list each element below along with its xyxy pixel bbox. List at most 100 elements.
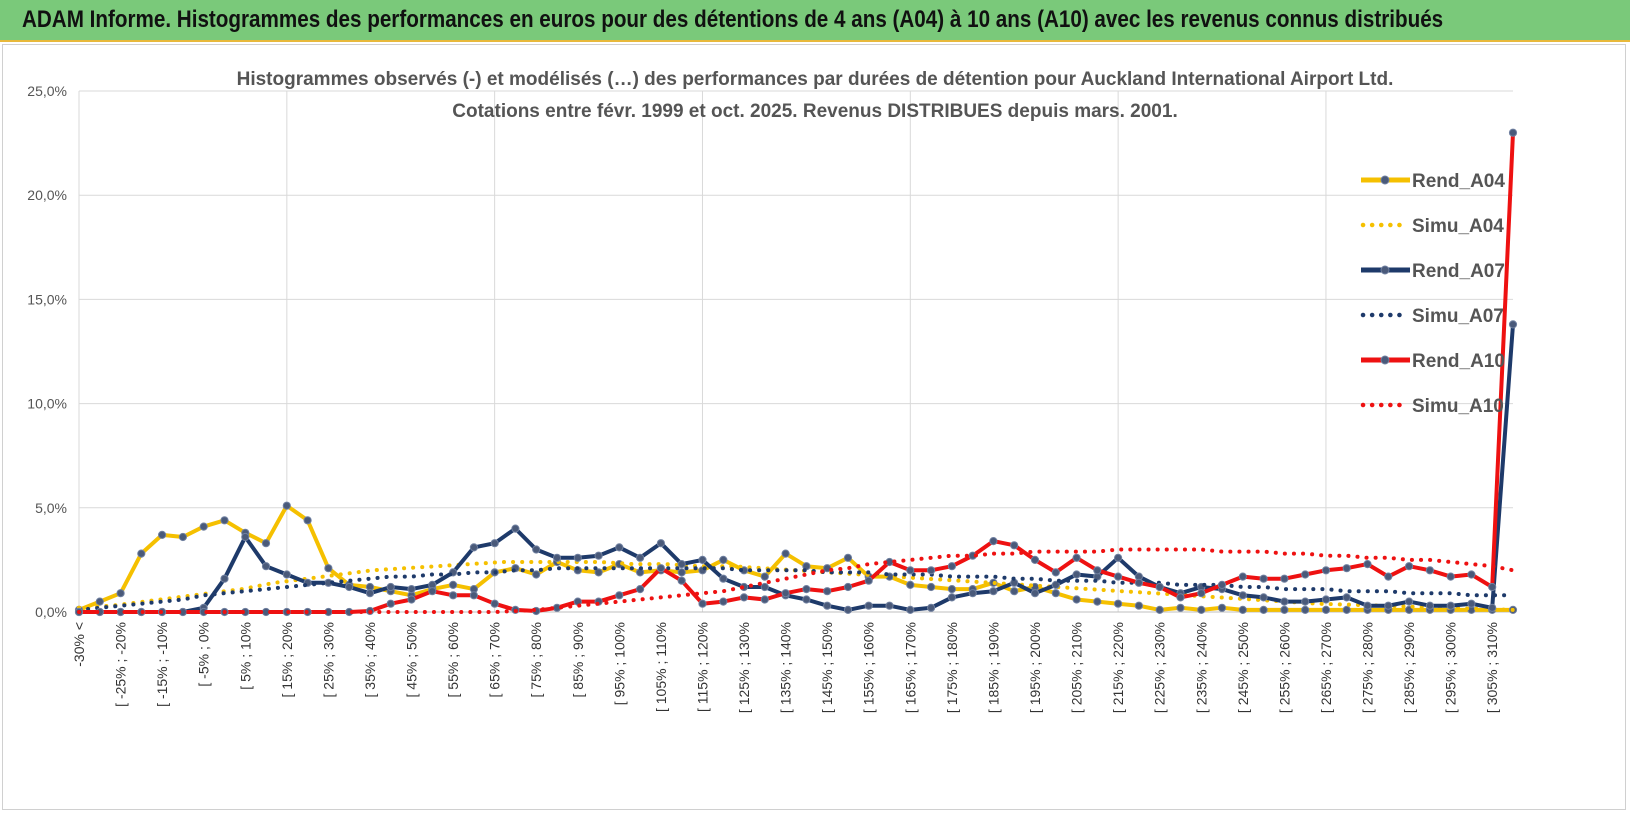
- series-line: [77, 566, 1515, 612]
- legend-item: Simu_A10: [1360, 396, 1504, 417]
- data-point: [1072, 570, 1081, 579]
- data-point: [636, 585, 645, 594]
- data-point: [906, 566, 915, 575]
- data-point: [1321, 566, 1331, 575]
- x-tick-label: [ 45% ; 50%: [404, 622, 420, 698]
- data-point: [1259, 574, 1268, 583]
- legend-label: Simu_A10: [1412, 396, 1504, 417]
- x-tick-label: [ 15% ; 20%: [279, 622, 295, 698]
- legend-item: Rend_A10: [1361, 351, 1505, 372]
- data-point: [365, 589, 375, 598]
- data-point: [1259, 593, 1268, 602]
- series-line: [79, 324, 1515, 614]
- x-tick-label: [ 105% ; 110%: [653, 622, 669, 712]
- data-point: [989, 537, 998, 546]
- data-point: [407, 595, 416, 604]
- data-point: [1010, 541, 1019, 550]
- data-point: [989, 587, 998, 596]
- data-point: [781, 589, 790, 598]
- data-point: [947, 593, 957, 602]
- data-point: [1072, 595, 1081, 604]
- data-point: [1405, 605, 1414, 615]
- data-point: [1176, 603, 1185, 612]
- data-point: [1093, 566, 1102, 575]
- x-tick-label: [ 95% ; 100%: [611, 622, 627, 705]
- series-line: [78, 503, 1513, 612]
- data-point: [615, 591, 624, 600]
- data-point: [719, 597, 728, 606]
- legend-item: Simu_A04: [1360, 216, 1504, 237]
- data-point: [1488, 603, 1497, 612]
- data-point: [1093, 597, 1102, 606]
- y-tick-label: 25,0%: [27, 83, 67, 99]
- data-point: [906, 605, 915, 615]
- legend-marker: [1380, 175, 1390, 185]
- data-point: [469, 591, 478, 600]
- data-point: [1467, 599, 1476, 608]
- data-point: [927, 566, 936, 575]
- series-line: [79, 132, 1515, 614]
- data-point: [490, 539, 499, 548]
- data-point: [261, 539, 271, 548]
- x-tick-label: [ 35% ; 40%: [362, 622, 378, 698]
- data-point: [1321, 605, 1331, 615]
- data-point: [698, 555, 707, 565]
- data-point: [324, 564, 333, 573]
- x-tick-label: [ 155% ; 160%: [861, 622, 877, 713]
- data-point: [760, 595, 769, 604]
- data-point: [1238, 605, 1247, 615]
- data-point: [615, 543, 624, 552]
- data-point: [1259, 605, 1268, 615]
- data-point: [532, 570, 541, 579]
- data-point: [1155, 582, 1164, 592]
- legend-label: Simu_A07: [1412, 306, 1504, 327]
- x-tick-label: [ 235% ; 240%: [1193, 622, 1209, 713]
- y-tick-label: 10,0%: [27, 396, 67, 412]
- data-point: [1425, 601, 1435, 610]
- data-point: [282, 570, 291, 579]
- data-point: [1363, 560, 1372, 569]
- data-point: [1384, 572, 1393, 581]
- data-point: [823, 587, 832, 596]
- data-point: [1508, 128, 1518, 137]
- data-point: [1051, 589, 1060, 598]
- data-point: [677, 560, 686, 569]
- data-point: [1301, 597, 1310, 606]
- data-point: [1155, 605, 1164, 615]
- data-point: [407, 585, 416, 594]
- x-tick-label: [ 285% ; 290%: [1401, 622, 1417, 713]
- data-point: [1010, 587, 1019, 596]
- x-tick-label: [ 175% ; 180%: [944, 622, 960, 713]
- x-tick-label: [ 85% ; 90%: [570, 622, 586, 698]
- data-point: [739, 593, 749, 602]
- data-point: [532, 545, 541, 554]
- data-point: [927, 582, 936, 592]
- y-tick-label: 0,0%: [35, 604, 67, 620]
- x-tick-label: [ 245% ; 250%: [1235, 622, 1251, 713]
- data-point: [968, 589, 977, 598]
- data-point: [843, 553, 853, 562]
- data-point: [1197, 589, 1206, 598]
- data-point: [927, 603, 936, 612]
- x-tick-label: [ 25% ; 30%: [320, 622, 336, 698]
- data-point: [1114, 553, 1123, 562]
- grid-lines: [78, 90, 1513, 613]
- y-tick-label: 5,0%: [35, 500, 67, 516]
- series-simu-a07: [77, 566, 1515, 612]
- data-point: [1342, 605, 1351, 615]
- data-point: [1363, 601, 1372, 610]
- data-point: [1197, 605, 1206, 615]
- legend-marker: [1380, 355, 1390, 365]
- data-point: [1176, 593, 1185, 602]
- data-point: [947, 562, 957, 571]
- data-point: [1238, 591, 1247, 600]
- chart-frame: [2, 44, 1626, 810]
- data-point: [386, 582, 395, 592]
- data-point: [843, 605, 853, 615]
- x-tick-label: [ 225% ; 230%: [1152, 622, 1168, 713]
- data-point: [1446, 572, 1455, 581]
- report-banner: ADAM Informe. Histogrammes des performan…: [0, 0, 1630, 42]
- report-banner-title: ADAM Informe. Histogrammes des performan…: [22, 6, 1444, 33]
- data-point: [241, 532, 250, 542]
- data-point: [843, 582, 853, 592]
